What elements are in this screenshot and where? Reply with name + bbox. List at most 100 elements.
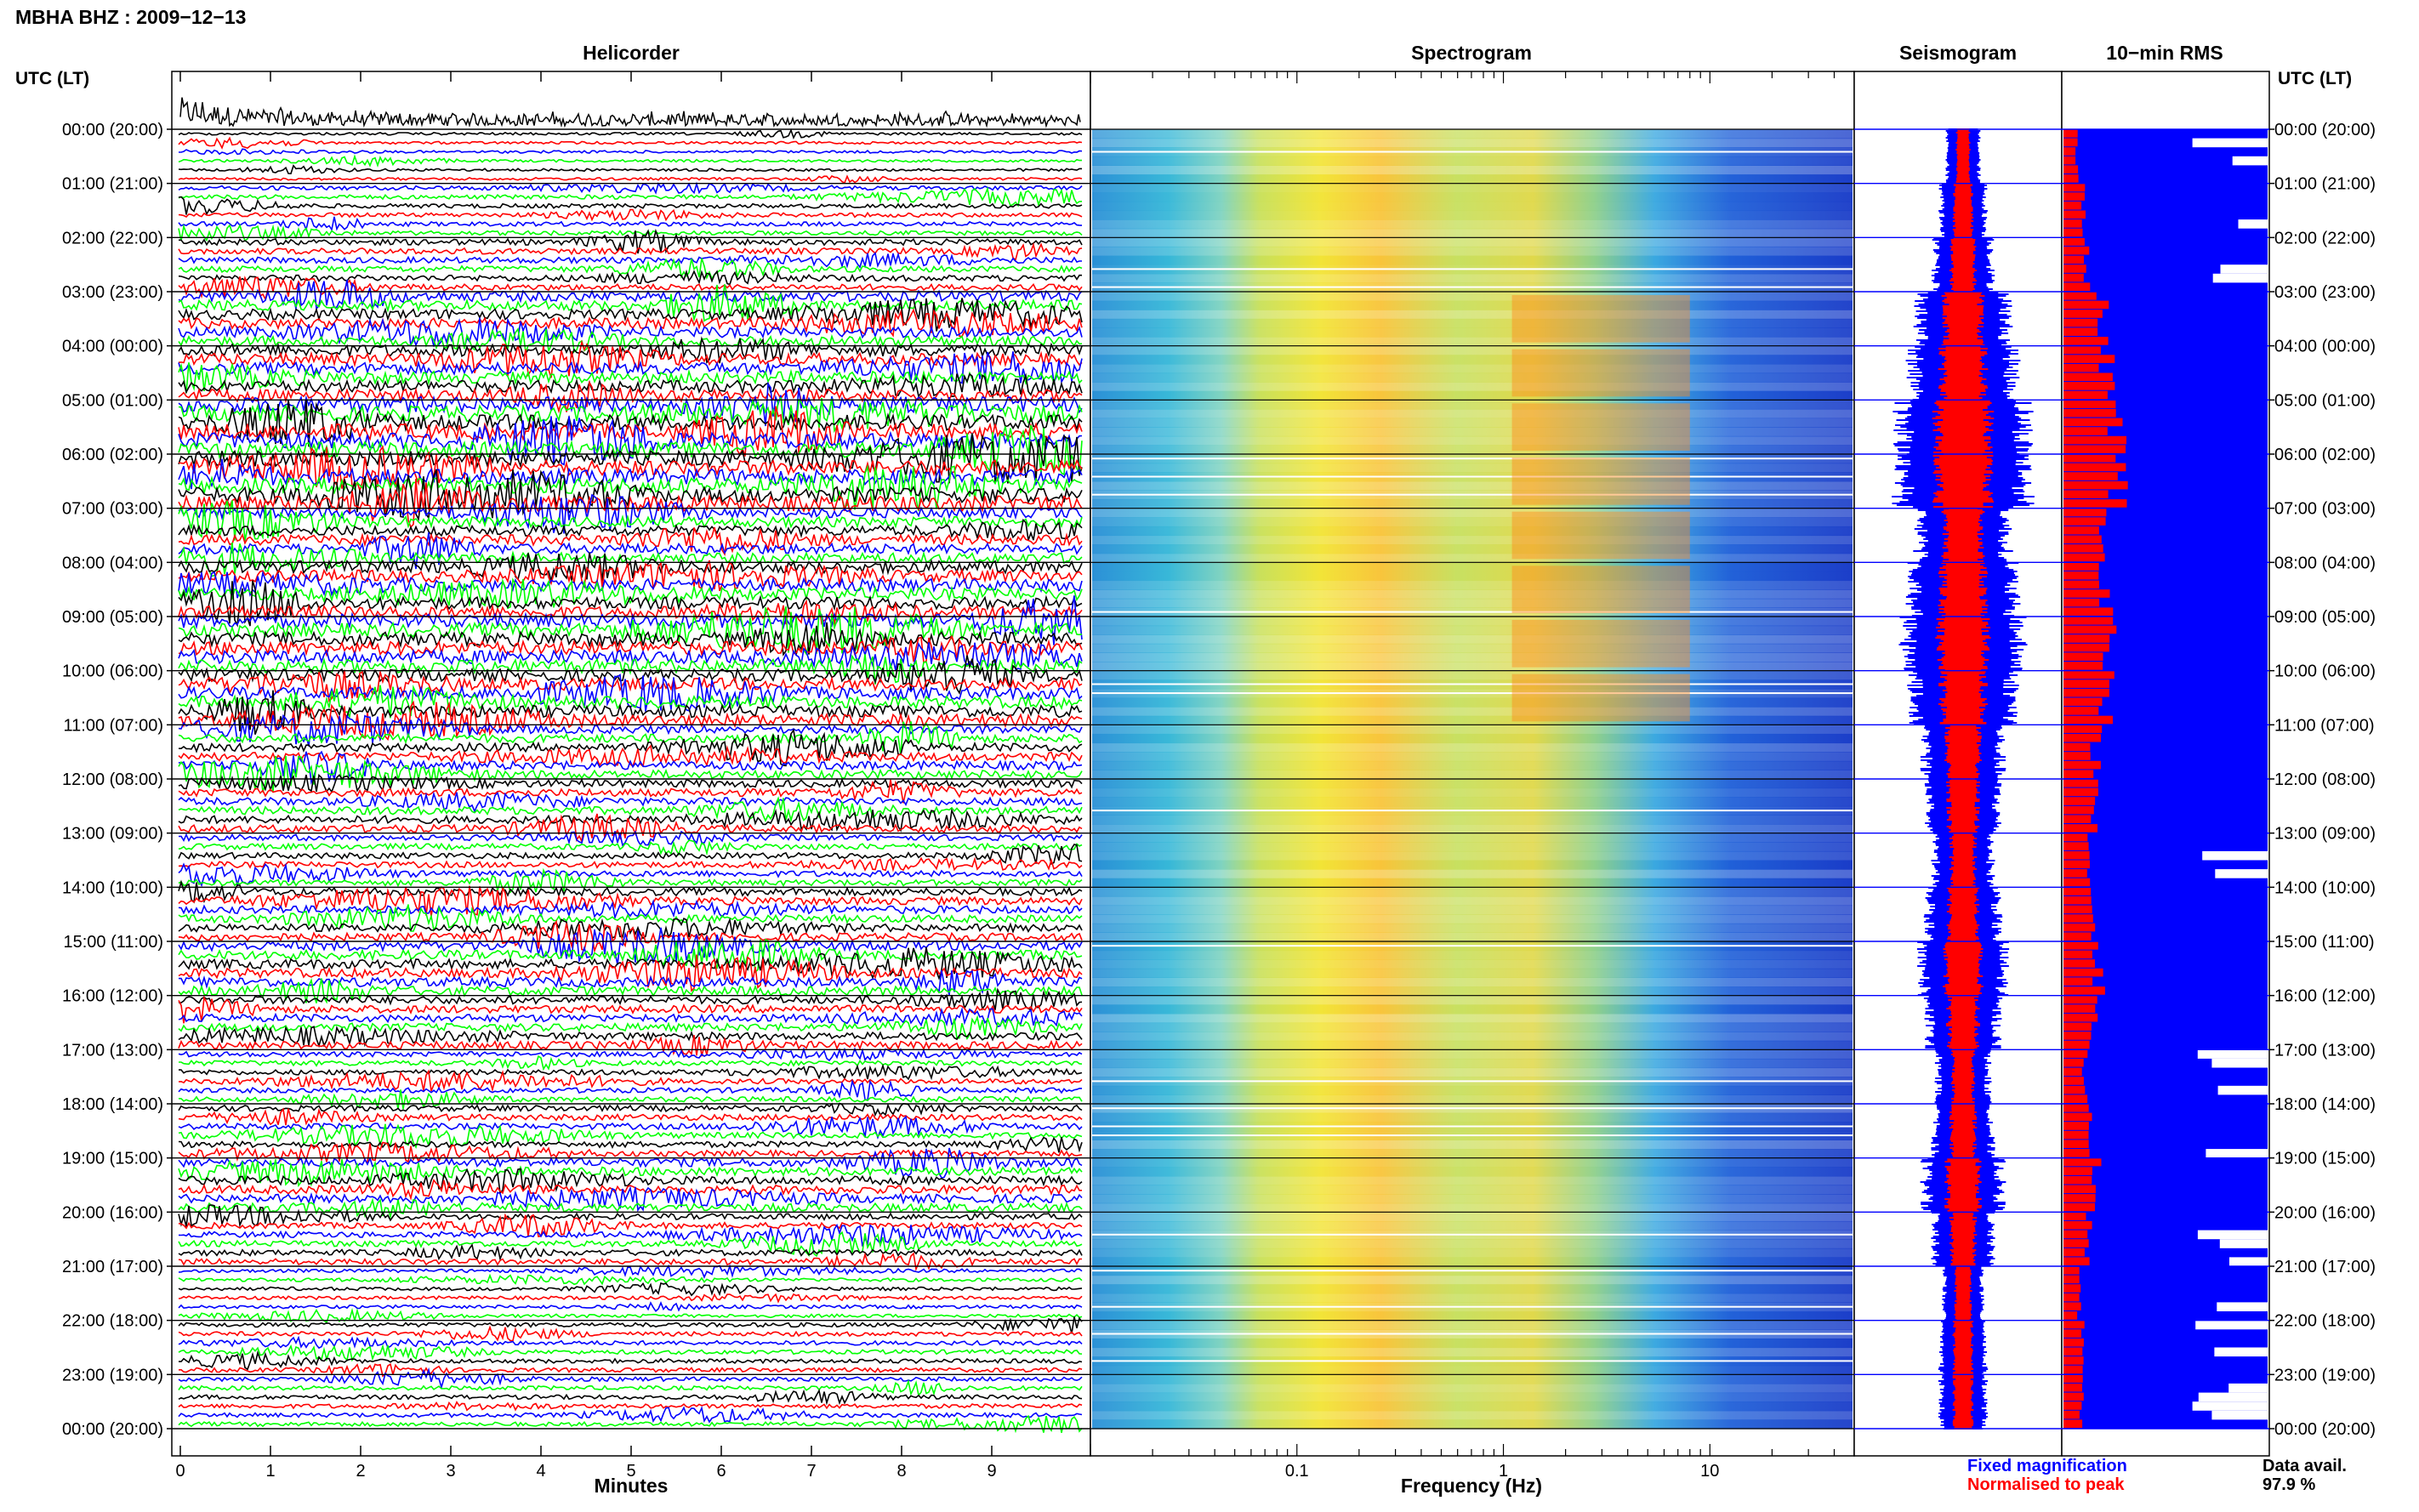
spectrogram-row [1092, 1202, 1853, 1213]
spectrogram-row [1092, 300, 1853, 310]
hour-label-left: 18:00 (14:00) [62, 1095, 163, 1114]
helicorder-trace [178, 813, 1083, 844]
spectrogram-row [1092, 580, 1853, 590]
rms-bar [2063, 1049, 2088, 1058]
hour-label-left: 04:00 (00:00) [62, 338, 163, 356]
rms-bar [2063, 273, 2084, 282]
rms-bar [2063, 805, 2094, 815]
spectrogram-row [1092, 237, 1853, 247]
spectrogram-row [1092, 1013, 1853, 1024]
spectrogram-gap [1092, 611, 1853, 613]
hour-label-left: 08:00 (04:00) [62, 554, 163, 572]
rms-bar [2063, 760, 2101, 770]
rms-bar [2063, 1067, 2082, 1077]
helicorder-trace [178, 1282, 1083, 1297]
rms-bar [2063, 688, 2109, 697]
spectrogram-row [1092, 923, 1853, 933]
helicorder-trace [178, 1335, 1083, 1350]
helicorder-trace [178, 1344, 1083, 1362]
spectrogram-row [1092, 1140, 1853, 1150]
rms-bar [2063, 508, 2107, 517]
spectrogram-row [1092, 1257, 1853, 1267]
rms-bar [2063, 662, 2103, 670]
spectrogram-row [1092, 517, 1853, 527]
rms-bar [2063, 1410, 2080, 1419]
rms-bar [2063, 1212, 2086, 1220]
spectrogram-row [1092, 1275, 1853, 1285]
spectrogram-row [1092, 1185, 1853, 1195]
rms-bar [2063, 246, 2090, 255]
spectrogram-x-tick-label: 0.1 [1285, 1462, 1309, 1481]
helicorder-trace [178, 362, 1083, 394]
spectrogram-row [1092, 932, 1853, 942]
spectrogram-row [1092, 427, 1853, 437]
helicorder-trace [178, 216, 1083, 232]
seismogram-panel-title: Seismogram [1899, 42, 2017, 64]
hour-label-right: 12:00 (08:00) [2274, 770, 2376, 789]
spectrogram-row [1092, 1410, 1853, 1420]
rms-bar [2063, 1122, 2089, 1130]
helicorder-trace [178, 773, 1083, 793]
rms-bar [2063, 445, 2126, 453]
helicorder-trace [178, 1069, 1083, 1093]
hour-label-left: 16:00 (12:00) [62, 987, 163, 1006]
rms-bar [2063, 1293, 2080, 1302]
helicorder-trace [178, 622, 1083, 657]
spectrogram-row [1092, 1374, 1853, 1384]
spectrogram-gap [1092, 493, 1853, 496]
spectrogram-row [1092, 787, 1853, 798]
spectrogram-row [1092, 707, 1853, 717]
rms-bar [2063, 815, 2092, 823]
spectrogram-row [1092, 1392, 1853, 1402]
spectrogram-row [1092, 174, 1853, 185]
hour-label-right: 00:00 (20:00) [2274, 1420, 2376, 1439]
hour-label-left: 06:00 (02:00) [62, 446, 163, 464]
helicorder-trace [178, 856, 1083, 873]
spectrogram-row [1092, 1293, 1853, 1303]
helicorder-trace [178, 570, 1083, 599]
helicorder-trace [178, 174, 1083, 185]
helicorder-trace [178, 1325, 1083, 1342]
spectrogram-row [1092, 355, 1853, 365]
rms-gap [2192, 138, 2268, 148]
helicorder-trace [178, 518, 1083, 541]
helicorder-trace [178, 1204, 1083, 1228]
rms-gap [2212, 273, 2268, 283]
spectrogram-row [1092, 327, 1853, 338]
spectrogram-row [1092, 408, 1853, 419]
helicorder-x-tick-label: 3 [446, 1462, 455, 1481]
rms-bar [2063, 408, 2116, 418]
rms-bar [2063, 742, 2091, 752]
rms-bar [2063, 1112, 2092, 1122]
spectrogram-energy-band [1511, 349, 1690, 397]
rms-bar [2063, 382, 2115, 390]
hour-label-left: 01:00 (21:00) [62, 175, 163, 194]
helicorder-trace [178, 242, 1083, 261]
rms-bar [2063, 697, 2103, 707]
spectrogram-row [1092, 662, 1853, 672]
spectrogram-panel: 0.1 1 10 [1090, 71, 1855, 1481]
rms-bar [2063, 860, 2090, 869]
rms-bar [2063, 715, 2113, 725]
rms-bar [2063, 255, 2084, 264]
helicorder-trace [178, 372, 1083, 400]
spectrogram-row [1092, 950, 1853, 960]
spectrogram-row [1092, 156, 1853, 166]
spectrogram-row [1092, 1167, 1853, 1177]
spectrogram-row [1092, 1049, 1853, 1060]
spectrogram-row [1092, 1338, 1853, 1349]
helicorder-trace [178, 946, 1083, 981]
spectrogram-gap [1092, 1305, 1853, 1308]
rms-gap [2211, 1410, 2268, 1420]
rms-gap [2198, 1392, 2268, 1402]
helicorder-x-tick-label: 1 [265, 1462, 275, 1481]
rms-bar [2063, 1230, 2088, 1239]
spectrogram-row [1092, 480, 1853, 491]
hour-label-right: 23:00 (19:00) [2274, 1366, 2376, 1384]
rms-bar [2063, 1157, 2102, 1167]
rms-gap [2232, 156, 2268, 166]
spectrogram-gap [1092, 475, 1853, 478]
rms-gap [2238, 219, 2268, 229]
rms-bar [2063, 310, 2103, 318]
